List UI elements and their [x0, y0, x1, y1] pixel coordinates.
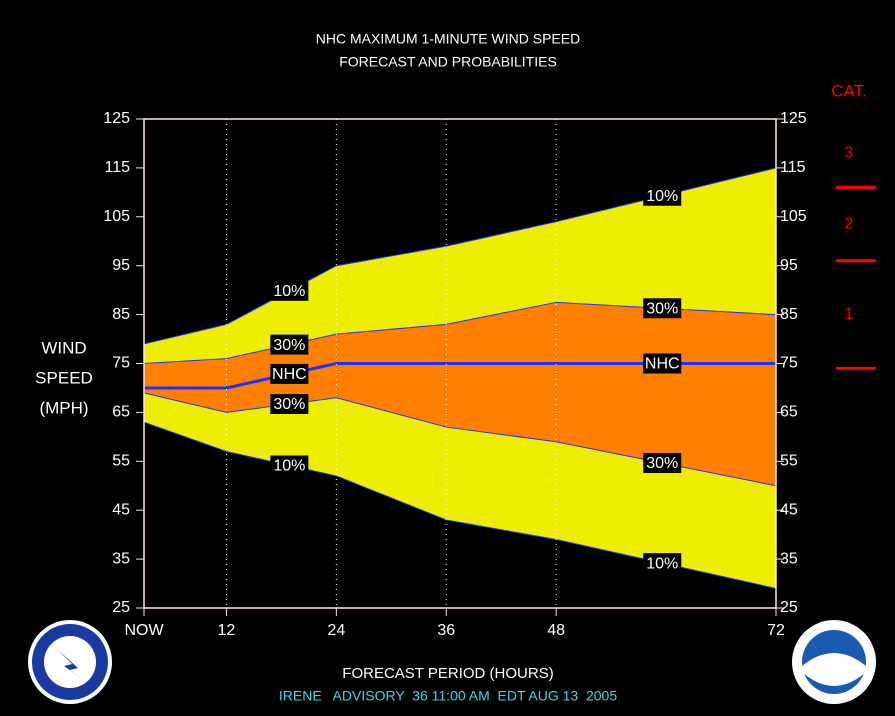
y-tick-label: 115	[104, 159, 130, 176]
y2-tick-label: 75	[780, 355, 798, 372]
y2-tick-label: 125	[780, 110, 807, 127]
band-edge	[143, 167, 777, 345]
y2-tick-label: 115	[780, 159, 806, 176]
series-label: 10%	[646, 555, 678, 572]
footer: IRENE ADVISORY 36 11:00 AM EDT AUG 13 20…	[279, 688, 617, 704]
forecast-line	[144, 362, 776, 390]
chart-subtitle: FORECAST AND PROBABILITIES	[339, 54, 557, 70]
y2-tick-label: 105	[780, 208, 807, 225]
series-label: 30%	[646, 455, 678, 472]
y-tick-label: 45	[112, 501, 130, 518]
category-label: 1	[845, 306, 854, 323]
series-label-box	[643, 353, 682, 374]
y-axis-label: (MPH)	[39, 398, 88, 417]
y2-tick-label: 35	[780, 550, 798, 567]
y-tick-label: 65	[112, 404, 130, 421]
category-label: 3	[845, 144, 854, 161]
series-label-box	[643, 185, 682, 206]
series-label: 10%	[646, 188, 678, 205]
y2-tick-label: 55	[780, 453, 798, 470]
band-edge	[143, 392, 777, 487]
y-tick-label: 55	[112, 453, 130, 470]
y2-tick-label: 95	[780, 257, 798, 274]
series-label-box	[270, 280, 309, 301]
y-axis-label: SPEED	[35, 368, 93, 387]
y2-tick-label: 25	[780, 599, 798, 616]
y-tick-label: 105	[103, 208, 130, 225]
y-tick-label: 85	[112, 306, 130, 323]
chart-title: NHC MAXIMUM 1-MINUTE WIND SPEED	[316, 31, 580, 47]
series-label: 30%	[646, 300, 678, 317]
series-label-box	[270, 455, 309, 476]
y-axis-label: WIND	[41, 338, 86, 357]
series-label: NHC	[272, 366, 307, 383]
x-tick-label: 72	[767, 622, 785, 639]
band-edge	[143, 421, 777, 589]
band-edge	[143, 301, 777, 364]
series-label: 30%	[273, 396, 305, 413]
x-tick-label: 24	[327, 622, 345, 639]
series-label-box	[270, 334, 309, 355]
x-axis-label: FORECAST PERIOD (HOURS)	[342, 665, 553, 682]
x-tick-label: 48	[547, 622, 565, 639]
series-label: 30%	[273, 337, 305, 354]
y-tick-label: 95	[112, 257, 130, 274]
y-tick-label: 25	[112, 599, 130, 616]
series-label-box	[643, 298, 682, 319]
nws-logo	[28, 620, 112, 704]
y-tick-label: 125	[103, 110, 130, 127]
x-tick-label: NOW	[124, 622, 164, 639]
y2-tick-label: 45	[780, 501, 798, 518]
series-label: 10%	[273, 283, 305, 300]
y2-tick-label: 85	[780, 306, 798, 323]
series-label-box	[270, 394, 309, 415]
category-label: 2	[845, 215, 854, 232]
y2-tick-label: 65	[780, 404, 798, 421]
y-tick-label: 35	[112, 550, 130, 567]
x-tick-label: 12	[218, 622, 236, 639]
x-tick-label: 36	[437, 622, 455, 639]
series-label: NHC	[645, 356, 680, 373]
series-label: 10%	[273, 458, 305, 475]
noaa-logo	[792, 620, 876, 704]
series-label-box	[270, 363, 309, 384]
y-tick-label: 75	[112, 355, 130, 372]
series-label-box	[643, 553, 682, 574]
series-label-box	[643, 452, 682, 473]
category-title: CAT.	[831, 81, 867, 100]
